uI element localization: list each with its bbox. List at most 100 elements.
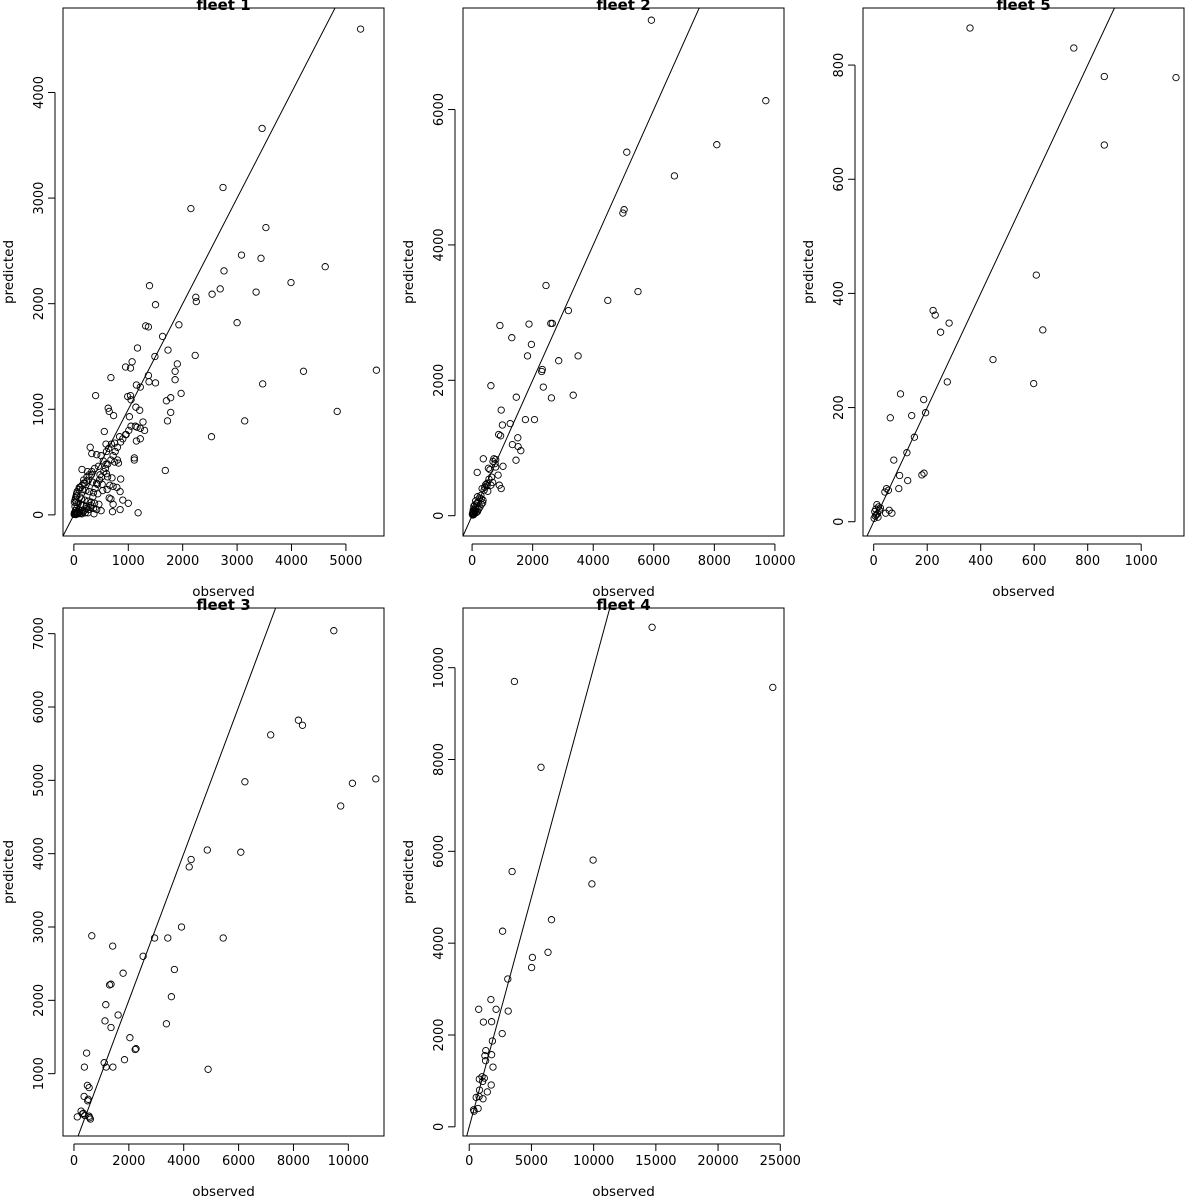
plot-content xyxy=(463,8,770,536)
data-point xyxy=(479,496,487,504)
data-point xyxy=(1039,326,1047,334)
y-tick-label: 0 xyxy=(832,518,847,526)
data-point xyxy=(321,263,329,271)
data-point xyxy=(219,934,227,942)
data-point xyxy=(252,288,260,296)
x-tick-label: 10000 xyxy=(573,1154,614,1169)
data-point xyxy=(479,499,487,507)
data-point xyxy=(151,352,159,361)
x-axis-title: observed xyxy=(192,1184,255,1200)
data-point xyxy=(163,417,172,425)
data-point xyxy=(241,778,249,786)
y-tick-label: 600 xyxy=(832,167,847,192)
y-tick-label: 800 xyxy=(832,53,847,78)
data-point xyxy=(337,802,345,810)
data-point xyxy=(267,731,275,739)
data-point xyxy=(489,1063,497,1071)
data-point xyxy=(920,469,928,477)
x-tick-label: 5000 xyxy=(515,1154,548,1169)
data-point xyxy=(139,418,147,426)
data-point xyxy=(87,471,95,479)
data-point xyxy=(107,980,115,988)
data-point xyxy=(109,500,117,508)
data-point xyxy=(298,721,307,729)
data-point xyxy=(487,382,495,390)
y-tick-label: 6000 xyxy=(32,690,47,723)
data-point xyxy=(107,456,115,464)
data-point xyxy=(475,1005,483,1013)
data-point xyxy=(506,419,514,428)
data-point xyxy=(1100,72,1108,81)
data-point xyxy=(479,1077,487,1086)
y-tick-label: 4000 xyxy=(432,927,447,960)
data-point xyxy=(109,482,117,491)
y-tick-label: 8000 xyxy=(432,743,447,776)
data-point xyxy=(88,478,97,486)
data-point xyxy=(140,426,149,435)
data-point xyxy=(762,97,770,105)
y-tick-label: 7000 xyxy=(32,617,47,650)
x-tick-label: 3000 xyxy=(221,554,254,569)
data-point xyxy=(299,367,308,375)
data-point xyxy=(929,306,937,315)
data-point xyxy=(177,923,186,931)
data-point xyxy=(94,462,103,470)
data-point xyxy=(109,411,118,420)
data-point xyxy=(119,496,127,504)
data-point xyxy=(167,394,175,402)
chart-panel: 0 1000 2000 3000 4000 5000 0 1000 2000 3000 4000 ob… xyxy=(1,0,385,600)
data-point xyxy=(494,471,502,479)
x-tick-label: 6000 xyxy=(637,554,670,569)
data-point xyxy=(132,381,141,389)
data-point xyxy=(259,380,267,388)
data-point xyxy=(101,464,110,473)
data-point xyxy=(487,1081,495,1089)
data-point xyxy=(547,916,556,924)
data-point xyxy=(102,447,111,456)
data-point xyxy=(120,1056,129,1064)
data-point xyxy=(496,321,504,330)
x-tick-label: 25000 xyxy=(760,1154,801,1169)
data-point xyxy=(498,927,507,935)
data-point xyxy=(486,466,494,474)
data-point xyxy=(114,1011,122,1019)
data-point xyxy=(167,993,176,1001)
data-point xyxy=(150,934,159,942)
data-point xyxy=(356,25,365,33)
data-point xyxy=(164,346,172,354)
data-point xyxy=(82,1049,91,1057)
data-point xyxy=(100,427,108,436)
data-point xyxy=(670,172,679,180)
data-point xyxy=(80,1063,89,1071)
data-point xyxy=(966,24,974,32)
data-point xyxy=(151,301,160,309)
data-point xyxy=(136,383,144,391)
data-point xyxy=(93,451,101,459)
data-point xyxy=(73,1113,81,1121)
x-axis-title: observed xyxy=(992,584,1055,600)
data-point xyxy=(589,856,597,864)
y-tick-label: 3000 xyxy=(32,910,47,943)
data-point xyxy=(348,779,357,787)
data-point xyxy=(107,373,115,382)
data-point xyxy=(920,395,928,404)
data-point xyxy=(943,378,951,386)
y-tick-label: 10000 xyxy=(432,647,447,688)
data-point xyxy=(79,1109,87,1117)
data-point xyxy=(495,430,503,439)
data-point xyxy=(85,1083,93,1092)
identity-line xyxy=(463,8,700,536)
data-point xyxy=(97,507,105,515)
data-point xyxy=(496,432,505,440)
chart-panel: 0 200 400 600 800 1000 0 200 400 600 800 observed pr… xyxy=(801,0,1185,600)
data-point xyxy=(487,1051,496,1059)
data-point xyxy=(204,1065,212,1073)
panel-title: fleet 3 xyxy=(196,596,250,614)
data-point xyxy=(487,1018,496,1026)
data-point xyxy=(127,396,135,404)
x-tick-label: 2000 xyxy=(516,554,549,569)
data-point xyxy=(187,204,195,213)
x-tick-label: 800 xyxy=(1075,554,1100,569)
data-point xyxy=(80,479,88,487)
data-point xyxy=(262,223,270,232)
